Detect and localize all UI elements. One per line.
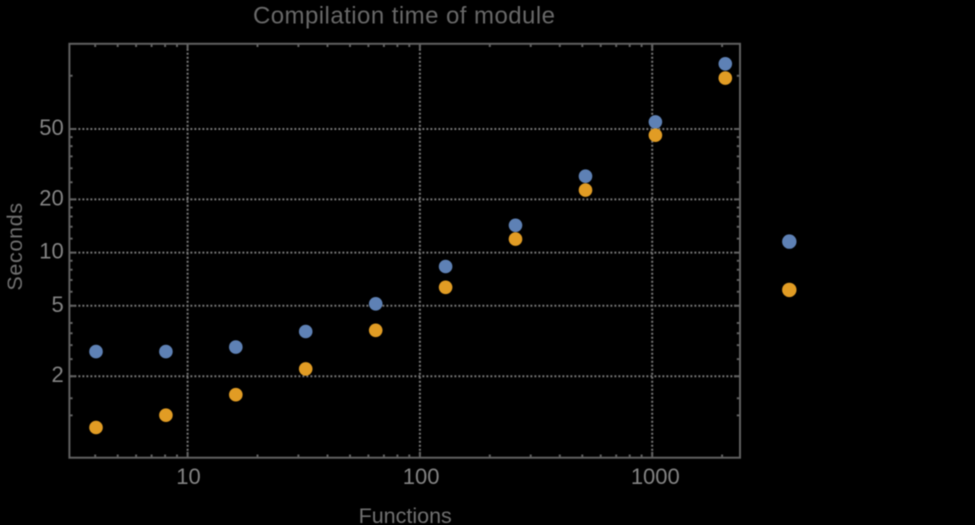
svg-text:100: 100 (403, 464, 440, 489)
svg-text:Seconds: Seconds (3, 202, 27, 291)
svg-text:2: 2 (51, 362, 63, 387)
svg-text:10: 10 (39, 238, 63, 263)
svg-text:Compilation time of module: Compilation time of module (253, 3, 556, 30)
svg-text:20: 20 (39, 185, 63, 210)
svg-text:Functions: Functions (359, 504, 452, 525)
svg-text:5: 5 (51, 292, 63, 317)
svg-text:10: 10 (176, 464, 200, 489)
svg-text:1000: 1000 (631, 464, 680, 489)
svg-text:50: 50 (39, 115, 63, 140)
